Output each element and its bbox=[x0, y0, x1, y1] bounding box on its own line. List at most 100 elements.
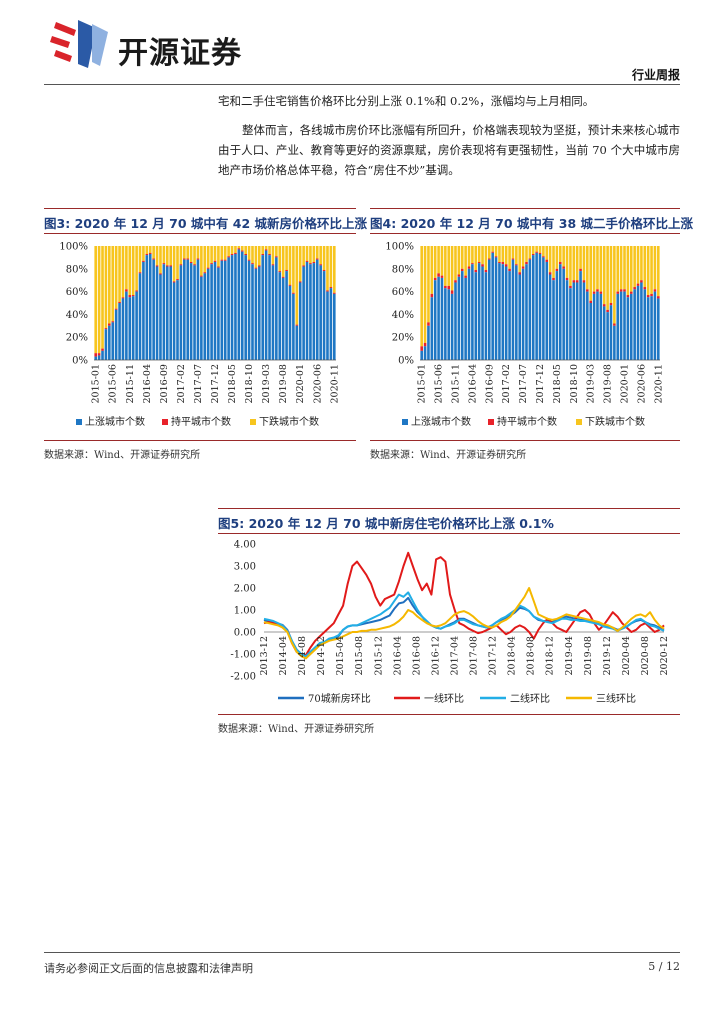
fig4-bar-rise bbox=[636, 285, 640, 360]
fig3-bar-fall bbox=[281, 246, 285, 277]
fig4-bar-fall bbox=[528, 246, 532, 259]
fig4-title: 图4: 2020 年 12 月 70 城中有 38 城二手价格环比上涨 bbox=[370, 213, 693, 232]
fig4-bar-fall bbox=[575, 246, 579, 281]
fig4-bar-flat bbox=[460, 268, 464, 272]
fig5-x-tick: 2017-08 bbox=[469, 636, 480, 675]
fig3-bar-rise bbox=[271, 265, 275, 360]
fig4-x-tick: 2019-03 bbox=[586, 364, 597, 403]
fig3-bar-fall bbox=[145, 246, 149, 254]
fig4-bar-fall bbox=[450, 246, 454, 291]
fig4-bar-rise bbox=[565, 280, 569, 360]
fig3-bar-flat bbox=[159, 273, 162, 275]
fig3-bar-rise bbox=[251, 264, 254, 360]
fig4-bar-flat bbox=[555, 268, 559, 272]
fig4-bar-rise bbox=[484, 272, 488, 360]
fig3-bar-rise bbox=[169, 266, 172, 360]
fig3-bar-rise bbox=[223, 260, 227, 360]
fig3-bar-rise bbox=[234, 253, 237, 360]
fig5-x-tick: 2015-08 bbox=[354, 636, 365, 675]
fig3-bar-rise bbox=[94, 356, 98, 360]
fig4-bar-fall bbox=[572, 246, 576, 281]
fig3-bar-flat bbox=[329, 287, 333, 289]
fig4-bar-fall bbox=[542, 246, 545, 257]
fig3-bar-fall bbox=[97, 246, 101, 354]
fig3-title-rule bbox=[44, 233, 356, 234]
fig4-bar-rise bbox=[467, 268, 471, 360]
fig3-bar-flat bbox=[179, 264, 183, 266]
fig3-bar-rise bbox=[179, 265, 183, 360]
fig4-bar-rise bbox=[643, 289, 647, 360]
fig3-x-tick: 2015-01 bbox=[91, 364, 102, 403]
fig5-title-rule bbox=[218, 533, 680, 534]
fig4-bar-flat bbox=[592, 291, 596, 294]
fig4-bar-flat bbox=[623, 289, 626, 292]
fig3-bar-fall bbox=[128, 246, 132, 296]
fig3-bar-flat bbox=[319, 264, 322, 266]
fig4-bar-fall bbox=[596, 246, 599, 290]
fig3-bar-fall bbox=[319, 246, 322, 265]
fig4-bar-flat bbox=[481, 264, 484, 267]
fig4-bar-fall bbox=[562, 246, 565, 267]
fig3-legend-swatch bbox=[76, 419, 82, 425]
fig4-bar-rise bbox=[545, 261, 549, 360]
fig4-bar-fall bbox=[423, 246, 427, 343]
fig4-bar-flat bbox=[494, 256, 498, 258]
fig3-bar-rise bbox=[288, 285, 292, 360]
fig3-bar-flat bbox=[251, 263, 254, 265]
fig3-bar-fall bbox=[220, 246, 224, 260]
fig4-bar-rise bbox=[501, 264, 505, 360]
fig4-y-tick: 0% bbox=[398, 356, 414, 367]
fig4-legend-swatch bbox=[488, 419, 494, 425]
fig3-bar-flat bbox=[254, 267, 258, 269]
fig4-bar-flat bbox=[474, 269, 478, 273]
fig4-bar-rise bbox=[589, 303, 592, 360]
fig4-bar-flat bbox=[430, 293, 434, 298]
fig3-bar-fall bbox=[135, 246, 138, 291]
fig3-bar-fall bbox=[193, 246, 196, 265]
fig4-x-tick: 2015-06 bbox=[434, 364, 445, 403]
fig4-bar-flat bbox=[433, 277, 437, 281]
fig3-bar-fall bbox=[223, 246, 227, 260]
fig3-legend-label: 下跌城市个数 bbox=[259, 415, 319, 428]
fig4-bar-flat bbox=[582, 280, 586, 283]
fig3-bar-rise bbox=[258, 266, 261, 360]
fig3-x-tick: 2016-04 bbox=[142, 364, 153, 403]
fig4-bar-fall bbox=[460, 246, 464, 269]
fig5-y-tick: -2.00 bbox=[230, 672, 256, 683]
fig4-bar-rise bbox=[575, 282, 579, 360]
fig4-bar-flat bbox=[613, 323, 616, 326]
fig3-bar-rise bbox=[312, 263, 316, 360]
fig3-bar-fall bbox=[332, 246, 336, 293]
fig3-bar-rise bbox=[295, 325, 299, 360]
fig3-bar-fall bbox=[244, 246, 247, 254]
fig3-bar-flat bbox=[152, 258, 155, 260]
fig4-bar-rise bbox=[616, 293, 620, 360]
fig4-bar-rise bbox=[457, 276, 461, 360]
fig5-x-tick: 2016-12 bbox=[430, 636, 441, 675]
fig4-legend-swatch bbox=[576, 419, 582, 425]
fig4-bar-rise bbox=[606, 312, 609, 360]
fig4-bar-rise bbox=[518, 274, 522, 360]
fig3-bar-flat bbox=[121, 297, 125, 299]
fig3-bar-flat bbox=[326, 290, 329, 292]
fig3-bar-fall bbox=[159, 246, 162, 274]
fig4-bar-fall bbox=[440, 246, 444, 276]
fig4-bar-rise bbox=[626, 297, 630, 360]
fig4-bar-fall bbox=[613, 246, 616, 324]
fig4-y-tick: 20% bbox=[392, 333, 414, 344]
fig4-bar-fall bbox=[602, 246, 606, 305]
fig4-bar-flat bbox=[606, 309, 609, 313]
fig3-bar-flat bbox=[114, 308, 118, 310]
fig4-bar-fall bbox=[525, 246, 528, 262]
fig3-bar-fall bbox=[312, 246, 316, 262]
fig3-bar-fall bbox=[169, 246, 172, 266]
fig4-bar-rise bbox=[623, 291, 626, 360]
fig3-bar-fall bbox=[104, 246, 108, 329]
fig4-bar-flat bbox=[511, 258, 515, 260]
fig4-bar-fall bbox=[508, 246, 511, 269]
fig4-bar-fall bbox=[599, 246, 603, 292]
fig3-bar-flat bbox=[104, 328, 108, 330]
fig3-bar-rise bbox=[206, 268, 210, 360]
fig3-bar-fall bbox=[131, 246, 135, 296]
fig4-bar-rise bbox=[430, 297, 434, 360]
